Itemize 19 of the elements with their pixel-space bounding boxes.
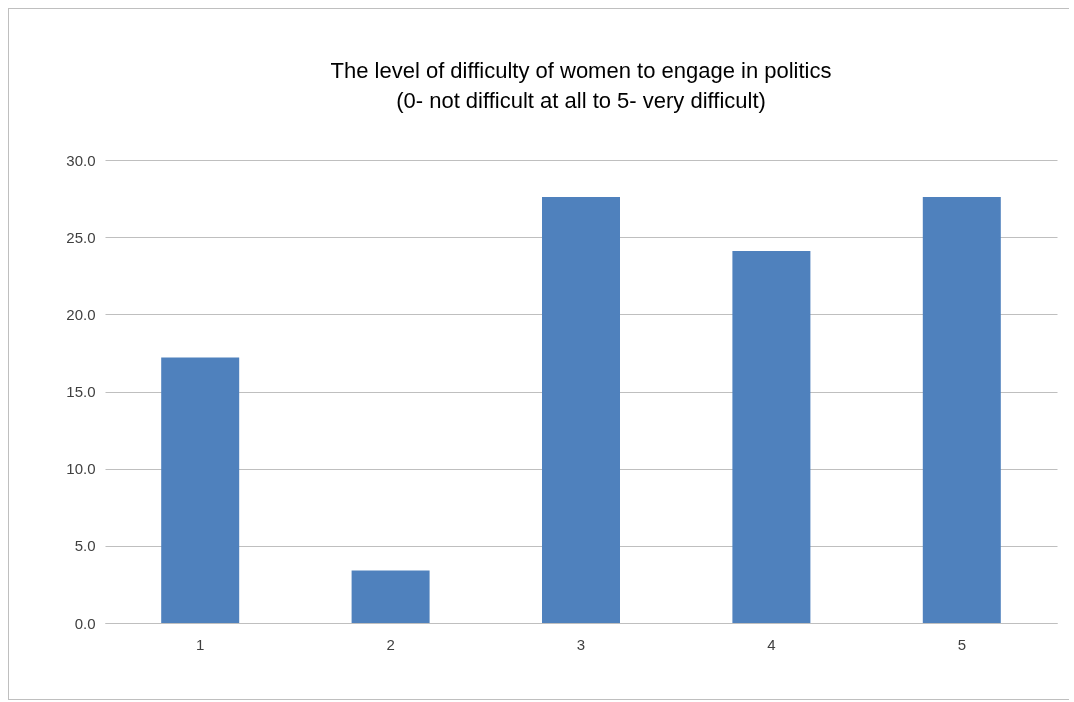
x-tick-label: 1: [196, 635, 205, 653]
bar: [351, 570, 430, 623]
chart-title: The level of difficulty of women to engage in politics: [330, 58, 832, 83]
y-tick-label: 5.0: [74, 537, 96, 555]
y-tick-label: 20.0: [66, 305, 96, 323]
bar: [161, 357, 240, 623]
y-tick-label: 10.0: [66, 460, 96, 478]
chart-subtitle: (0- not difficult at all to 5- very difficult): [396, 88, 766, 113]
bar: [542, 197, 620, 623]
x-tick-label: 5: [957, 635, 966, 653]
bar: [922, 197, 1001, 623]
x-tick-label: 4: [767, 635, 776, 653]
x-tick-label: 2: [386, 635, 395, 653]
y-tick-label: 0.0: [74, 614, 96, 632]
y-tick-label: 15.0: [66, 383, 96, 400]
y-tick-label: 25.0: [66, 228, 96, 246]
x-tick-label: 3: [576, 635, 586, 653]
bar: [732, 251, 811, 623]
y-tick-label: 30.0: [66, 151, 96, 169]
